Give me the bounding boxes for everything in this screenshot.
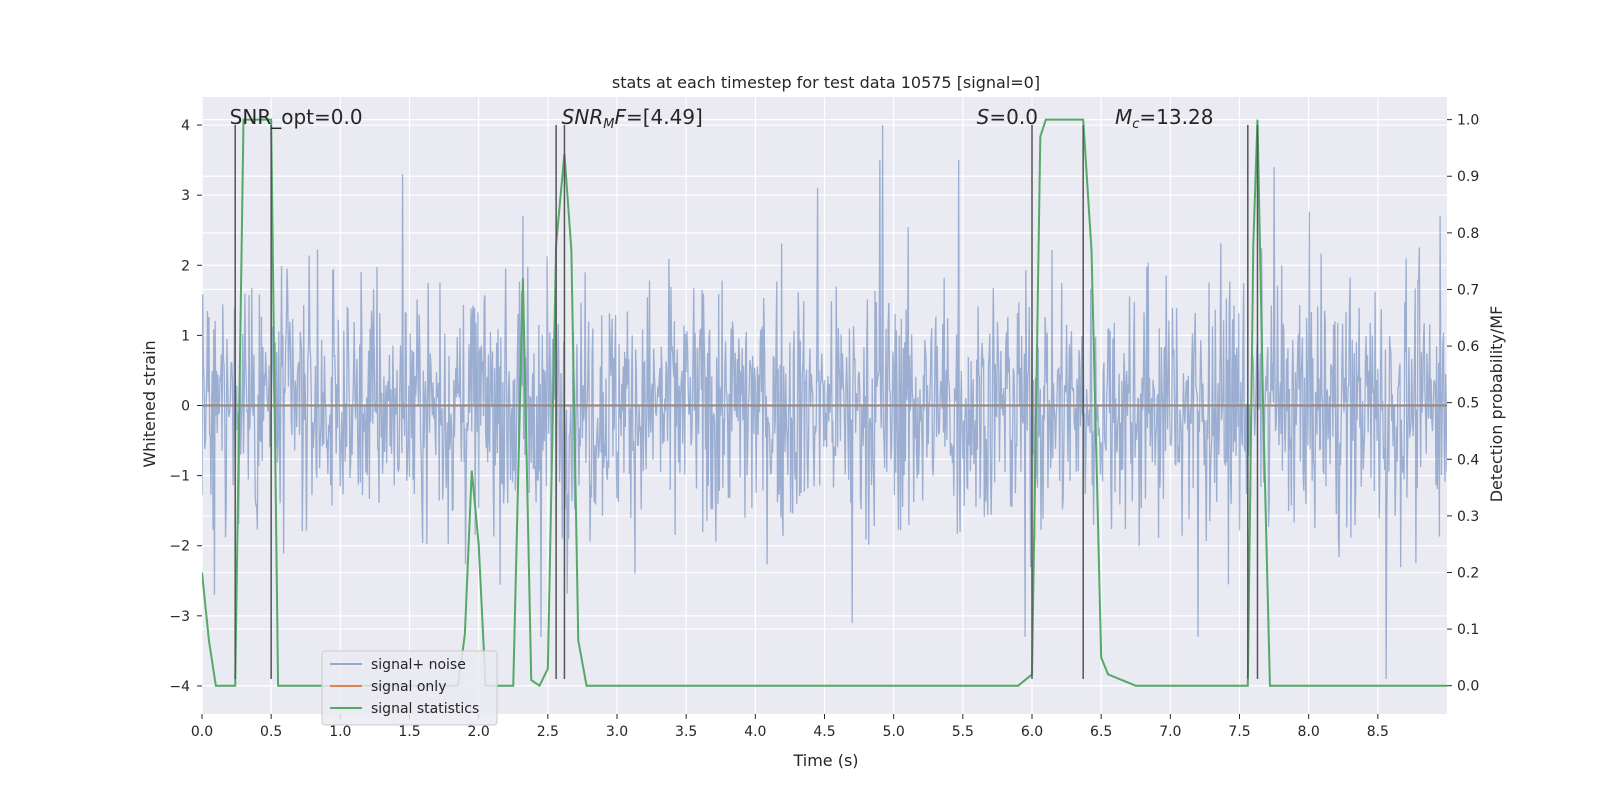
y-axis-label-left: Whitened strain (140, 340, 159, 467)
statistics-series (202, 118, 1447, 688)
y-tick-label-left: 1 (181, 328, 190, 344)
x-tick-label: 8.5 (1367, 724, 1389, 740)
legend-box (321, 650, 498, 726)
x-tick-label: 6.5 (1090, 724, 1112, 740)
y-tick-label-right: 0.3 (1457, 509, 1479, 525)
x-tick-label: 2.5 (537, 724, 559, 740)
y-tick-label-right: 0.1 (1457, 622, 1479, 638)
x-tick-label: 1.0 (329, 724, 351, 740)
y-tick-label-right: 0.4 (1457, 452, 1479, 468)
x-tick-label: 5.0 (883, 724, 905, 740)
legend-label-signal: signal only (371, 679, 446, 695)
x-tick-label: 7.5 (1228, 724, 1250, 740)
y-tick-label-right: 0.5 (1457, 396, 1479, 412)
x-tick-label: 4.5 (813, 724, 835, 740)
y-tick-label-right: 0.7 (1457, 282, 1479, 298)
y-tick-label-left: 3 (181, 188, 190, 204)
statistics-line (202, 118, 1447, 688)
legend-label-noise: signal+ noise (371, 657, 466, 673)
x-tick-label: 3.0 (606, 724, 628, 740)
x-tick-label: 5.5 (952, 724, 974, 740)
x-tick-label: 0.5 (260, 724, 282, 740)
annotation-text: SNR_opt=0.0 (230, 105, 363, 129)
x-tick-label: 0.0 (191, 724, 213, 740)
y-tick-label-left: −4 (169, 679, 190, 695)
x-tick-label: 1.5 (398, 724, 420, 740)
x-tick-label: 4.0 (744, 724, 766, 740)
noise-series (202, 125, 1447, 679)
chart-title: stats at each timestep for test data 105… (612, 73, 1040, 92)
x-tick-label: 8.0 (1298, 724, 1320, 740)
vertical-markers (234, 125, 1259, 679)
noise-line (202, 125, 1447, 679)
y-tick-label-right: 0.8 (1457, 226, 1479, 242)
y-tick-label-left: 0 (181, 399, 190, 415)
y-tick-label-left: 2 (181, 258, 190, 274)
axis-ticks: 0.0 0.5 1.0 1.5 2.0 2.5 3.0 3.5 4.0 4.5 5.0 5.5 6.0 6… (169, 113, 1479, 740)
y-tick-label-right: 0.2 (1457, 565, 1479, 581)
y-tick-label-right: 1.0 (1457, 113, 1479, 129)
x-axis-label: Time (s) (792, 751, 858, 770)
annotations: SNR_opt=0.0 SNRMF=[4.49] S=0.0 Mc=13.28 (230, 105, 1214, 132)
legend: signal+ noise signal only signal statist… (321, 650, 498, 726)
y-tick-label-left: −2 (169, 539, 190, 555)
y-tick-label-left: 4 (181, 118, 190, 134)
x-tick-label: 2.0 (468, 724, 490, 740)
y-tick-label-right: 0.9 (1457, 169, 1479, 185)
y-tick-label-right: 0.0 (1457, 679, 1479, 695)
legend-label-stats: signal statistics (371, 701, 479, 717)
y-tick-label-right: 0.6 (1457, 339, 1479, 355)
x-tick-label: 7.0 (1159, 724, 1181, 740)
x-tick-label: 6.0 (1021, 724, 1043, 740)
x-tick-label: 3.5 (675, 724, 697, 740)
annotation-text: Mc=13.28 (1115, 105, 1213, 132)
y-tick-label-left: −3 (169, 609, 190, 625)
y-axis-label-right: Detection probability/MF (1487, 306, 1506, 503)
annotation-text: S=0.0 (977, 105, 1038, 129)
annotation-text: SNRMF=[4.49] (562, 105, 703, 132)
y-tick-label-left: −1 (169, 469, 190, 485)
